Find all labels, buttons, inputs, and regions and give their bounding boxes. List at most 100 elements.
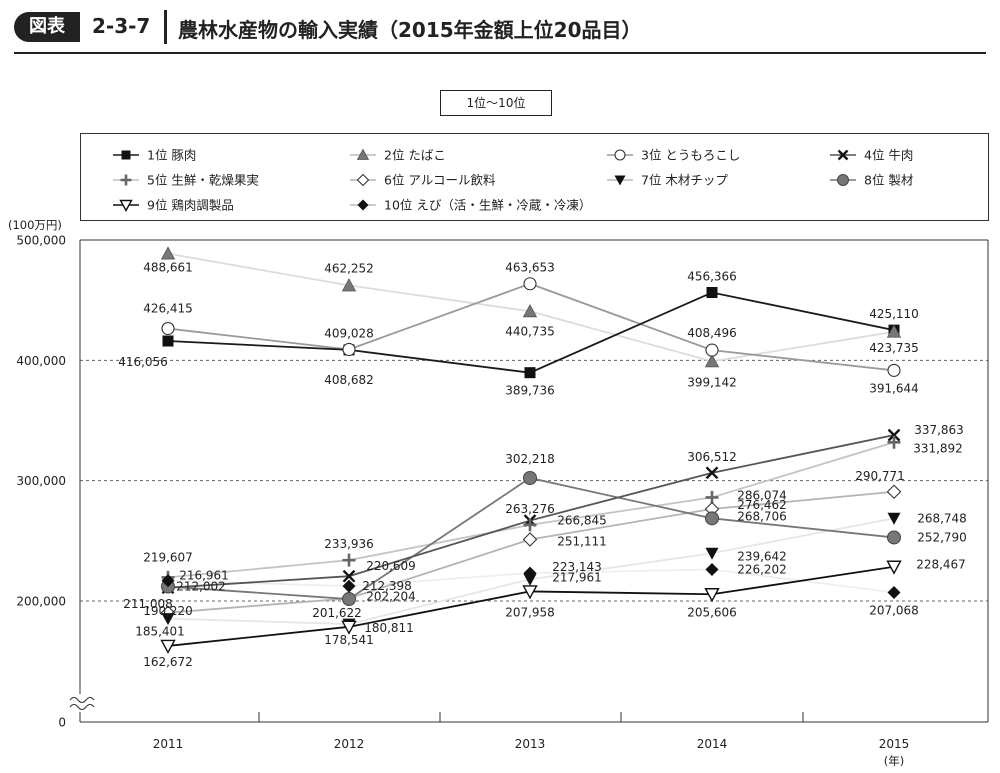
data-label: 456,366 xyxy=(687,270,737,284)
data-point xyxy=(705,511,719,526)
data-point xyxy=(887,512,901,525)
legend-diamond-filled-marker xyxy=(357,199,369,211)
data-point xyxy=(342,569,356,583)
data-label: 251,111 xyxy=(557,534,607,548)
data-point xyxy=(342,592,356,607)
data-label: 408,682 xyxy=(324,373,374,387)
data-point xyxy=(887,585,901,599)
data-label: 205,606 xyxy=(687,605,737,619)
series-4-points xyxy=(161,428,901,595)
series-10-points xyxy=(161,562,901,599)
legend-entry-3: 3位 とうもろこし xyxy=(607,148,740,163)
legend-entry-5: 5位 生鮮・乾燥果実 xyxy=(113,173,259,188)
legend-circle-open-marker xyxy=(614,149,626,161)
data-label: 416,056 xyxy=(118,355,168,369)
data-label: 162,672 xyxy=(143,655,193,669)
legend-entries: 1位 豚肉 2位 たばこ 3位 とうもろこし 4位 牛肉 5位 生鮮・乾燥果実 6位 アル… xyxy=(113,148,913,213)
data-point xyxy=(161,613,175,626)
series-markers xyxy=(160,246,902,654)
legend-label: 9位 鶏肉調製品 xyxy=(147,198,234,213)
legend-entry-8: 8位 製材 xyxy=(830,173,913,188)
data-point xyxy=(705,547,719,560)
legend-triangle-up-gray-marker xyxy=(356,148,370,160)
header-rule xyxy=(14,52,986,54)
legend-label: 6位 アルコール飲料 xyxy=(384,173,496,188)
data-label: 216,961 xyxy=(179,569,229,583)
data-label: 226,202 xyxy=(737,562,787,576)
y-tick-label: 200,000 xyxy=(16,595,66,609)
data-label: 180,811 xyxy=(364,621,414,635)
legend-label: 10位 えび（活・生鮮・冷蔵・冷凍） xyxy=(384,198,591,213)
x-tick-label: 2013 xyxy=(515,737,546,751)
data-point xyxy=(887,530,901,545)
legend-diamond-open-marker xyxy=(356,173,370,187)
data-point xyxy=(523,518,537,532)
data-label: 463,653 xyxy=(505,261,555,275)
legend-entry-9: 9位 鶏肉調製品 xyxy=(113,198,234,213)
data-label: 409,028 xyxy=(324,326,374,340)
data-label: 239,642 xyxy=(737,549,787,563)
data-label: 228,467 xyxy=(916,558,966,572)
data-label: 212,002 xyxy=(176,580,226,594)
y-tick-label: 0 xyxy=(58,716,66,730)
legend-label: 8位 製材 xyxy=(864,173,913,188)
data-label: 266,845 xyxy=(557,514,607,528)
x-tick-label: 2015 xyxy=(879,737,910,751)
legend-label: 3位 とうもろこし xyxy=(641,148,740,163)
data-point xyxy=(705,343,719,357)
title-separator xyxy=(164,10,167,44)
legend-plus-marker xyxy=(120,174,132,186)
data-label: 207,958 xyxy=(505,605,555,619)
data-label: 389,736 xyxy=(505,384,555,398)
data-label: 185,401 xyxy=(135,625,185,639)
data-point xyxy=(522,532,538,547)
data-point xyxy=(887,363,901,377)
data-point xyxy=(887,435,901,449)
data-label: 201,622 xyxy=(312,606,362,620)
data-point xyxy=(886,484,902,500)
data-label: 219,607 xyxy=(143,550,193,564)
legend-entry-2: 2位 たばこ xyxy=(350,148,446,163)
data-point xyxy=(704,588,720,603)
data-label: 423,735 xyxy=(869,341,919,355)
legend-label: 7位 木材チップ xyxy=(641,173,728,188)
data-label: 268,748 xyxy=(917,511,967,525)
data-label: 190,220 xyxy=(143,604,193,618)
data-point xyxy=(161,574,175,588)
data-label: 331,892 xyxy=(913,441,963,455)
data-label: 462,252 xyxy=(324,261,374,275)
data-point xyxy=(522,585,538,600)
series-2-points xyxy=(160,246,902,368)
legend-entry-1: 1位 豚肉 xyxy=(113,148,196,163)
data-labels: 416,056 408,682 389,736 456,366 425,110 488,6… xyxy=(118,261,967,669)
data-label: 408,496 xyxy=(687,326,737,340)
axes: (100万円) 500,000 400,000 300,000 200,000 0 2011… xyxy=(8,218,989,768)
data-label: 337,863 xyxy=(914,423,964,437)
data-point xyxy=(706,287,718,299)
data-point xyxy=(341,620,357,635)
data-point xyxy=(523,277,537,291)
data-point xyxy=(524,367,536,379)
data-point xyxy=(341,278,357,292)
legend-entry-10: 10位 えび（活・生鮮・冷蔵・冷凍） xyxy=(350,198,591,213)
data-label: 178,541 xyxy=(324,633,374,647)
data-point xyxy=(342,579,356,593)
data-label: 399,142 xyxy=(687,375,737,389)
legend-square-filled-marker xyxy=(121,150,131,160)
data-point xyxy=(523,573,537,586)
data-point xyxy=(342,342,356,357)
data-point xyxy=(161,321,175,336)
data-label: 302,218 xyxy=(505,452,555,466)
data-point xyxy=(705,466,719,480)
legend-triangle-down-filled-marker xyxy=(614,175,626,186)
figure-badge: 図表 xyxy=(14,12,80,42)
data-label: 252,790 xyxy=(917,530,967,544)
data-label: 276,462 xyxy=(737,498,787,512)
chart-legend xyxy=(80,133,989,221)
data-point xyxy=(523,566,537,580)
figure-title: 農林水産物の輸入実績（2015年金額上位20品目） xyxy=(178,18,642,42)
legend-label: 2位 たばこ xyxy=(384,148,446,163)
data-point xyxy=(522,303,538,318)
subset-label: 1位～10位 xyxy=(440,90,552,116)
